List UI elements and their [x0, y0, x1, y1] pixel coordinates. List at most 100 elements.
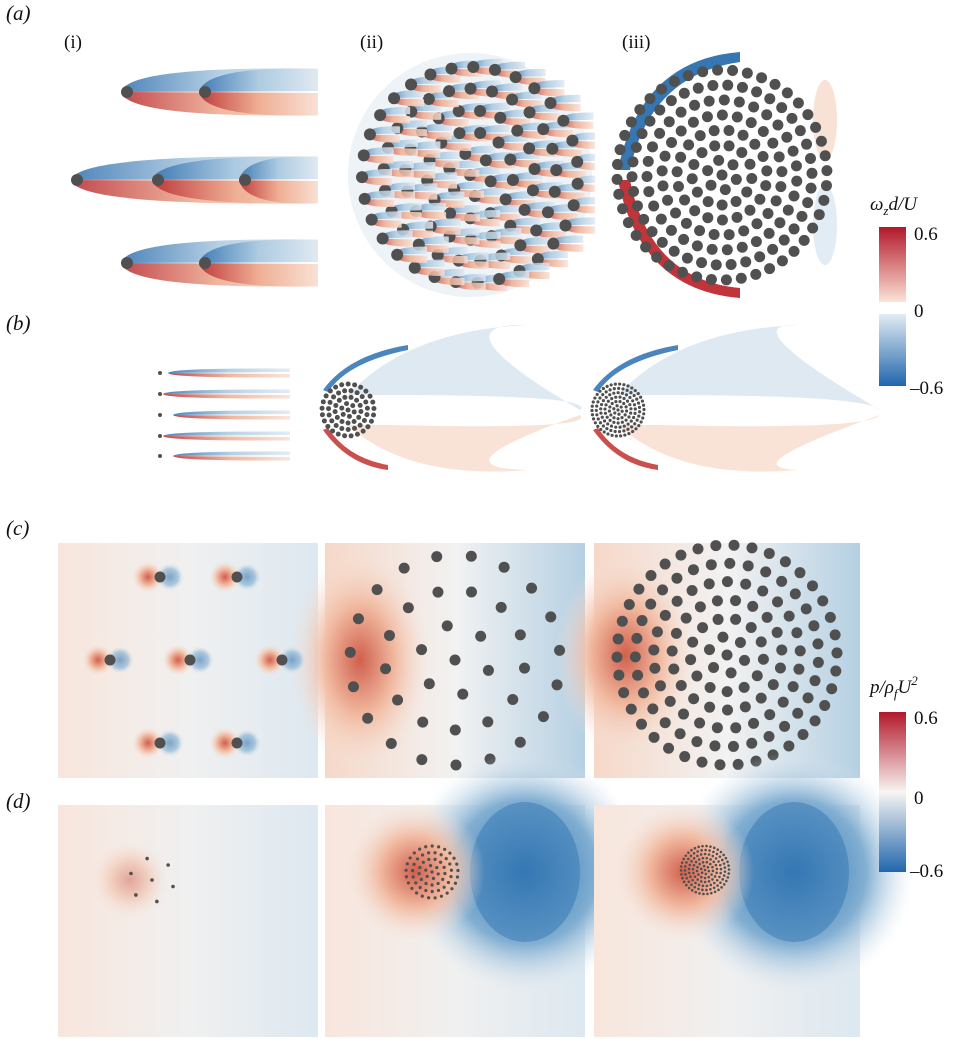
cylinder	[354, 431, 360, 437]
cylinder	[715, 871, 718, 875]
cylinder	[402, 602, 414, 614]
cylinder	[701, 844, 704, 848]
cylinder	[757, 653, 769, 665]
cylinder	[345, 381, 351, 387]
cylinder	[591, 400, 595, 404]
cylinder	[824, 611, 836, 623]
cylinder	[433, 857, 437, 861]
cylinder	[345, 407, 351, 413]
cylinder	[464, 82, 477, 95]
cylinder	[351, 409, 357, 415]
cylinder	[702, 864, 706, 868]
cylinder	[474, 127, 487, 140]
cylinder	[424, 881, 428, 886]
cylinder	[152, 174, 164, 186]
cylinder	[368, 418, 374, 424]
cylinder	[537, 711, 549, 723]
cylinder	[790, 160, 802, 172]
cylinder	[158, 454, 162, 458]
cylinder	[628, 395, 632, 400]
cylinder	[441, 877, 445, 881]
cylinder	[651, 626, 663, 638]
cylinder	[121, 257, 133, 269]
cylinder	[665, 95, 677, 107]
cylinder	[718, 855, 722, 858]
cylinder	[430, 844, 434, 848]
cylinder	[408, 856, 412, 860]
cylinder	[442, 885, 446, 889]
cylinder	[363, 128, 376, 141]
cylinder	[631, 429, 635, 434]
cylinder	[670, 627, 682, 639]
cylinder	[609, 413, 613, 417]
cylinder	[385, 737, 397, 749]
cylinder	[723, 125, 735, 137]
cylinder	[744, 204, 756, 216]
cylinder	[709, 883, 713, 887]
cylinder	[736, 81, 748, 93]
colorbar-tick: –0.6	[909, 378, 943, 399]
cylinder	[819, 700, 831, 712]
cylinder	[599, 427, 603, 432]
cylinder	[427, 857, 431, 861]
cylinder	[694, 130, 706, 142]
cylinder	[809, 715, 821, 727]
cylinder	[622, 429, 626, 433]
cylinder	[702, 165, 714, 177]
cylinder	[701, 856, 705, 860]
cylinder	[746, 542, 758, 554]
cylinder	[648, 200, 660, 212]
cylinder	[629, 411, 633, 415]
cylinder	[601, 399, 606, 403]
cylinder	[276, 654, 288, 666]
cylinder	[623, 433, 627, 437]
panel-label: (a)	[6, 1, 31, 25]
cylinder	[797, 729, 809, 741]
cylinder	[709, 858, 712, 861]
cylinder	[548, 185, 561, 198]
cylinder	[326, 406, 332, 412]
vortex-wake	[199, 239, 318, 263]
cylinder	[333, 402, 339, 408]
cylinder	[363, 399, 369, 405]
cylinder	[796, 210, 808, 222]
cylinder	[420, 853, 425, 857]
cylinder	[344, 646, 356, 658]
cylinder	[360, 428, 366, 434]
cylinder	[694, 860, 698, 864]
cylinder	[416, 644, 428, 656]
cylinder	[748, 717, 760, 729]
vortex-wake	[163, 431, 290, 436]
cylinder	[739, 654, 751, 666]
cylinder	[712, 846, 716, 850]
cylinder	[670, 207, 682, 219]
cylinder	[776, 644, 788, 656]
cylinder	[618, 399, 622, 404]
cylinder	[625, 399, 630, 403]
cylinder	[714, 857, 718, 860]
cylinder	[683, 869, 687, 872]
pressure-low	[233, 729, 261, 757]
cylinder	[199, 86, 211, 98]
cylinder	[775, 181, 787, 193]
cylinder	[348, 388, 354, 394]
cylinder	[607, 409, 612, 413]
pressure-high	[90, 840, 170, 920]
cylinder	[611, 651, 623, 663]
cylinder	[414, 881, 418, 885]
cylinder	[699, 867, 703, 871]
cylinder	[705, 860, 709, 864]
pressure-high	[132, 561, 164, 593]
cylinder	[319, 412, 325, 418]
cylinder	[595, 404, 599, 408]
cylinder	[675, 680, 687, 692]
cylinder	[750, 268, 762, 280]
cylinder	[821, 165, 833, 177]
cylinder	[404, 875, 409, 879]
cylinder	[688, 693, 700, 705]
cylinder	[436, 872, 440, 876]
cylinder	[724, 557, 736, 569]
cylinder	[707, 875, 711, 879]
cylinder	[764, 93, 776, 105]
cylinder	[445, 62, 458, 75]
